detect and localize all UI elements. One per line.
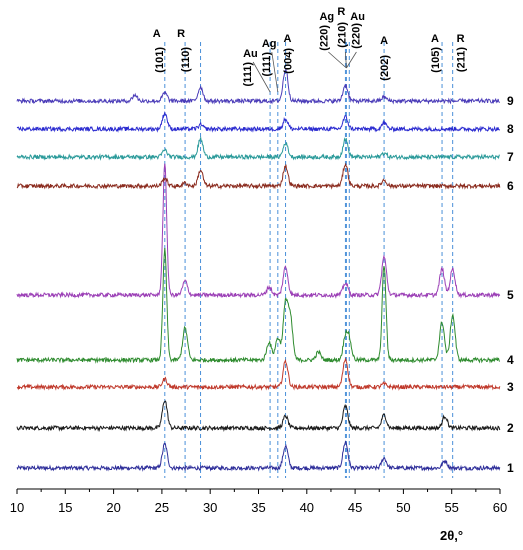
x-tick-label: 30 bbox=[203, 500, 217, 515]
hkl-label: (111) bbox=[242, 62, 254, 87]
hkl-label: (111) bbox=[261, 52, 273, 77]
x-tick-label: 45 bbox=[348, 500, 362, 515]
curve-label-8: 8 bbox=[507, 122, 514, 136]
hkl-label: (004) bbox=[283, 48, 295, 74]
phase-label: Au bbox=[350, 11, 365, 23]
phase-label: R bbox=[177, 28, 185, 40]
leader-line bbox=[271, 51, 279, 93]
hkl-label: (105) bbox=[430, 47, 442, 73]
leader-line bbox=[252, 61, 271, 93]
pattern-curve-2 bbox=[16, 400, 501, 432]
x-tick-label: 40 bbox=[300, 500, 314, 515]
x-axis: 10 15 20 25 30 35 40 45 50 55 60 bbox=[10, 488, 507, 515]
pattern-curve-1 bbox=[16, 440, 501, 472]
phase-label: A bbox=[284, 33, 292, 45]
x-tick-label: 10 bbox=[10, 500, 24, 515]
pattern-curve-3 bbox=[16, 357, 501, 391]
pattern-curve-4 bbox=[16, 248, 501, 364]
x-tick-label: 15 bbox=[58, 500, 72, 515]
pattern-curves bbox=[16, 67, 501, 472]
x-tick-label: 50 bbox=[396, 500, 410, 515]
hkl-label: (110) bbox=[180, 47, 192, 72]
hkl-label: (220) bbox=[350, 23, 362, 49]
reference-lines bbox=[164, 42, 454, 478]
curve-label-2: 2 bbox=[507, 421, 514, 435]
curve-label-7: 7 bbox=[507, 150, 514, 164]
phase-label: A bbox=[380, 35, 388, 47]
pattern-curve-7 bbox=[16, 135, 500, 161]
phase-label: R bbox=[457, 33, 465, 45]
pattern-curve-8 bbox=[16, 111, 501, 133]
phase-label: Ag bbox=[319, 11, 334, 23]
x-axis-title: 2θ,° bbox=[440, 528, 463, 543]
x-tick-label: 35 bbox=[251, 500, 265, 515]
pattern-curve-5 bbox=[16, 163, 501, 299]
pattern-curve-6 bbox=[16, 162, 501, 190]
pattern-curve-9 bbox=[16, 67, 500, 105]
curve-labels: 1 2 3 4 5 6 7 8 9 bbox=[507, 94, 514, 475]
phase-label: A bbox=[431, 33, 439, 45]
phase-label: Ag bbox=[262, 38, 277, 50]
hkl-label: (101) bbox=[154, 47, 166, 73]
phase-label: R bbox=[337, 6, 345, 18]
hkl-label: (202) bbox=[379, 55, 391, 81]
x-tick-label: 20 bbox=[106, 500, 120, 515]
curve-label-3: 3 bbox=[507, 380, 514, 394]
curve-label-9: 9 bbox=[507, 94, 514, 108]
hkl-label: (211) bbox=[456, 47, 468, 72]
x-tick-label: 60 bbox=[493, 500, 507, 515]
leader-line bbox=[345, 51, 347, 69]
curve-label-4: 4 bbox=[507, 353, 514, 367]
curve-label-1: 1 bbox=[507, 461, 514, 475]
x-tick-label: 25 bbox=[155, 500, 169, 515]
hkl-label: (210) bbox=[336, 22, 348, 48]
x-tick-label: 55 bbox=[444, 500, 458, 515]
curve-label-6: 6 bbox=[507, 179, 514, 193]
phase-label: Au bbox=[243, 48, 258, 60]
leader-line bbox=[346, 51, 357, 69]
curve-label-5: 5 bbox=[507, 288, 514, 302]
leader-line bbox=[328, 51, 347, 69]
phase-label: A bbox=[153, 28, 161, 40]
hkl-label: (220) bbox=[318, 25, 330, 51]
